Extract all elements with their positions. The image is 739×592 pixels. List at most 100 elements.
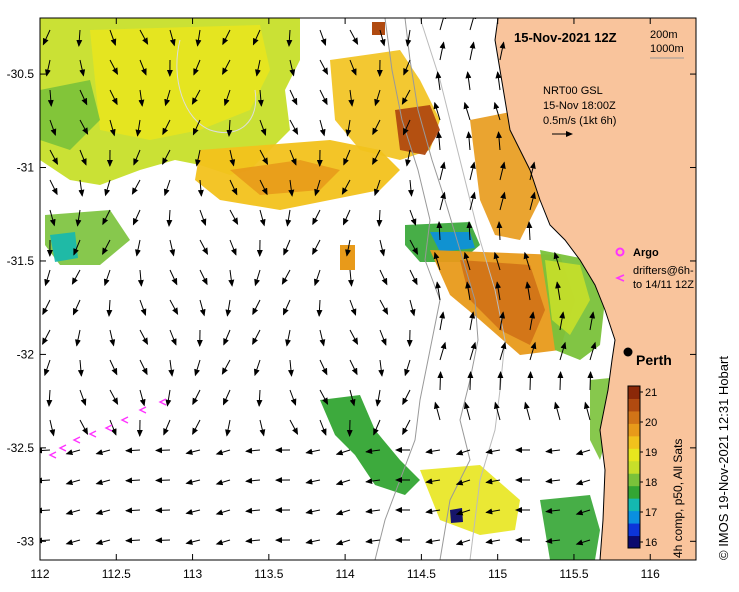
current-arrow [433,251,441,271]
current-arrow [46,389,53,407]
drifter-point [104,424,113,432]
current-arrow [185,539,201,545]
argo-symbol [615,247,625,257]
colorbar-frame [627,385,641,549]
current-arrow [499,41,506,61]
current-arrow [259,149,269,165]
current-arrow [499,161,506,181]
current-arrow [166,209,173,227]
current-arrow [245,537,261,544]
current-arrow [222,29,231,46]
current-arrow [192,119,201,136]
current-arrow [342,209,351,226]
colorbar-label: 4h comp, p50, All Sats [671,439,685,558]
current-arrow [348,89,355,107]
current-arrow [109,119,116,137]
current-arrow [40,477,51,484]
current-arrow [529,191,536,211]
current-arrow [378,359,385,377]
current-arrow [341,179,351,195]
current-arrow [168,359,175,377]
current-arrow [254,269,261,287]
current-arrow [314,179,321,197]
current-arrow [319,119,326,137]
current-arrow [139,389,146,407]
current-arrow [373,419,381,436]
current-arrow [76,29,83,47]
current-legend-line3: 0.5m/s (1kt 6h) [543,115,616,127]
colorbar-segment [628,498,640,512]
current-arrow [44,269,51,287]
drifter-symbol [615,274,625,282]
current-arrow [75,209,82,227]
current-arrow [139,29,149,45]
current-arrow [225,419,231,437]
current-arrow [225,299,232,317]
current-arrow [439,18,447,31]
credit-text: © IMOS 19-Nov-2021 12:31 Hobart [716,356,731,560]
x-tick-label: 113.5 [254,567,283,581]
sst-patch-leeuwin-brown [460,260,545,345]
current-arrow [526,221,533,241]
current-arrow [379,29,386,47]
current-arrow [215,479,231,486]
current-arrow [228,269,235,287]
current-arrow [109,389,119,405]
current-arrow [436,131,442,151]
current-arrow [199,209,207,226]
current-arrow [425,508,441,515]
current-arrow [463,101,471,121]
x-tick-label: 115 [488,567,507,581]
current-arrow [499,341,507,361]
current-arrow [405,149,411,167]
current-arrow [40,537,51,544]
colorbar-segment [628,386,640,399]
current-arrow [191,89,201,105]
current-arrow [349,299,357,316]
current-arrow [435,71,442,91]
current-arrow [469,18,477,31]
current-arrow [545,477,561,484]
current-legend-line1: NRT00 GSL [543,85,603,97]
current-arrow [255,59,261,77]
current-arrow [49,419,56,437]
current-arrow [139,59,147,76]
current-arrow [281,269,291,285]
current-arrow [463,251,471,271]
current-arrow [109,419,117,436]
current-arrow [407,179,414,197]
current-arrow [43,359,51,377]
current-arrow [283,239,291,256]
x-tick-label: 114 [336,567,355,581]
current-arrow [379,269,388,286]
current-arrow [289,119,299,135]
current-arrow [229,209,239,225]
current-arrow [335,449,351,456]
current-arrow [79,119,89,135]
current-arrow [162,149,171,166]
current-arrow [289,419,299,435]
current-arrow [523,401,531,421]
current-arrow [229,179,238,196]
current-arrow [495,281,502,301]
current-arrow [195,29,202,47]
sst-patch-left-teal [50,232,78,262]
current-arrow [319,29,327,46]
colorbar-segment [628,435,640,449]
current-arrow [257,89,264,107]
current-arrow [345,119,352,137]
colorbar-segment [628,448,640,462]
current-arrow [559,311,566,331]
colorbar-tick-label: 20 [645,417,657,429]
current-arrow [575,539,591,546]
current-arrow [545,537,561,544]
current-arrow [379,299,389,315]
current-arrow [466,221,473,241]
current-arrow [223,329,231,346]
x-tick-label: 116 [641,567,660,581]
current-arrow [163,419,171,436]
current-arrow [379,329,387,346]
current-arrow [305,508,321,515]
current-arrow [439,161,446,181]
